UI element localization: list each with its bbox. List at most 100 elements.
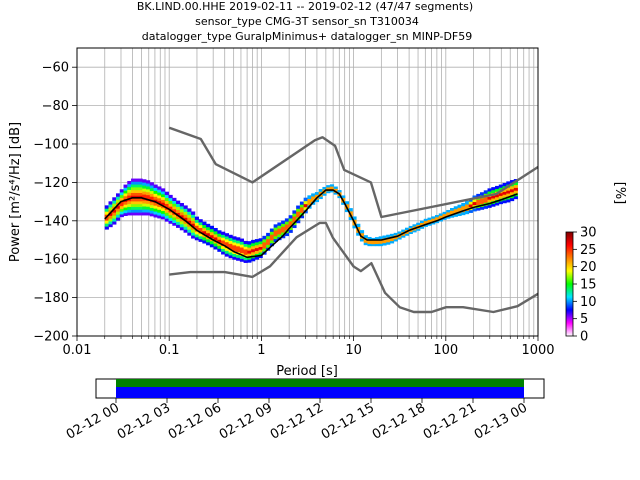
psd-density-cell xyxy=(363,239,368,243)
psd-density-cell xyxy=(164,209,169,213)
y-axis-ticks: −60 −80 −100 −120 −140 −160 −180 −200 xyxy=(33,61,77,345)
psd-density-cell xyxy=(134,181,139,185)
psd-density-cell xyxy=(495,196,500,201)
psd-density-cell xyxy=(138,192,143,196)
psd-density-cell xyxy=(273,230,278,234)
psd-density-cell xyxy=(187,232,192,236)
psd-density-cell xyxy=(191,229,196,233)
psd-density-cell xyxy=(513,184,518,188)
psd-density-cell xyxy=(213,243,218,247)
psd-density-cell xyxy=(412,228,417,231)
psd-density-cell xyxy=(367,243,372,247)
psd-density-cell xyxy=(138,189,143,193)
psd-density-cell xyxy=(510,197,515,202)
psd-density-cell xyxy=(179,214,184,219)
psd-density-cell xyxy=(149,193,154,197)
psd-density-cell xyxy=(179,211,184,216)
psd-density-cell xyxy=(213,246,218,250)
psd-density-cell xyxy=(273,224,278,228)
psd-density-cell xyxy=(119,197,124,201)
psd-density-cell xyxy=(239,241,245,245)
psd-density-cell xyxy=(157,200,162,205)
psd-density-cell xyxy=(134,212,139,216)
psd-density-cell xyxy=(416,228,421,231)
psd-density-cell xyxy=(183,226,188,230)
psd-density-cell xyxy=(296,205,301,209)
colorbar-tick-label: 10 xyxy=(580,295,597,310)
psd-density-cell xyxy=(104,217,109,221)
psd-density-cell xyxy=(164,218,169,222)
psd-density-cell xyxy=(461,202,466,207)
psd-density-cell xyxy=(495,194,500,198)
psd-density-cell xyxy=(371,241,376,245)
psd-density-cell xyxy=(247,250,252,254)
psd-density-cell xyxy=(419,222,425,225)
colorbar: 0 5 10 15 20 25 30 [%] xyxy=(565,182,627,345)
psd-density-cell xyxy=(348,208,353,212)
psd-density-cell xyxy=(131,189,136,193)
psd-density-cell xyxy=(179,220,184,225)
psd-density-cell xyxy=(243,240,248,245)
psd-density-cell xyxy=(209,240,214,245)
psd-density-cell xyxy=(164,197,169,201)
psd-density-cell xyxy=(498,201,503,205)
psd-density-cell xyxy=(213,237,218,241)
x-tick-label: 0.1 xyxy=(159,343,180,358)
y-axis-label: Power [m²/s⁴/Hz] [dB] xyxy=(8,122,23,262)
psd-density-cell xyxy=(303,206,308,211)
psd-density-cell xyxy=(194,219,199,223)
psd-density-cell xyxy=(228,249,233,253)
psd-density-cell xyxy=(423,218,428,222)
psd-density-cell xyxy=(123,207,128,211)
psd-density-cell xyxy=(123,193,128,197)
psd-density-cell xyxy=(194,222,199,226)
psd-density-cell xyxy=(146,186,151,190)
psd-density-cell xyxy=(161,193,166,198)
psd-density-cell xyxy=(288,223,293,228)
psd-density-cell xyxy=(149,207,154,211)
psd-density-cell xyxy=(116,211,121,215)
psd-density-cell xyxy=(434,215,440,218)
psd-density-cell xyxy=(359,230,365,234)
psd-density-cell xyxy=(434,220,440,224)
psd-density-cell xyxy=(262,241,267,246)
psd-density-cell xyxy=(228,234,233,239)
psd-density-cell xyxy=(183,211,188,215)
psd-density-cell xyxy=(322,191,327,194)
psd-density-cell xyxy=(254,241,260,246)
colorbar-tick-label: 15 xyxy=(580,278,597,293)
psd-density-cell xyxy=(284,224,290,228)
psd-density-cell xyxy=(303,200,308,205)
psd-density-cell xyxy=(108,223,113,228)
psd-density-cell xyxy=(138,201,143,205)
psd-density-cell xyxy=(206,226,211,231)
psd-density-cell xyxy=(108,209,113,214)
psd-density-cell xyxy=(322,193,327,196)
y-tick-label: −160 xyxy=(33,253,69,268)
chart-title-line-3: datalogger_type GuralpMinimus+ datalogge… xyxy=(142,30,473,43)
psd-density-cell xyxy=(146,191,151,196)
psd-density-cell xyxy=(277,233,282,238)
timeline-tick-label: 02-12 03 xyxy=(115,400,173,442)
psd-density-cell xyxy=(123,201,128,205)
psd-density-cell xyxy=(461,211,466,216)
psd-density-cell xyxy=(164,203,169,207)
colorbar-label: [%] xyxy=(612,182,627,205)
psd-density-cell xyxy=(228,240,233,244)
psd-density-cell xyxy=(239,244,245,248)
psd-density-cell xyxy=(194,216,199,220)
psd-density-cell xyxy=(187,214,192,218)
psd-density-cell xyxy=(254,239,260,243)
psd-density-cell xyxy=(172,208,177,212)
psd-density-cell xyxy=(258,241,263,245)
psd-density-cell xyxy=(273,227,278,231)
psd-density-cell xyxy=(438,213,443,216)
timeline-tick-label: 02-12 06 xyxy=(166,400,224,442)
psd-density-cell xyxy=(513,190,518,194)
psd-density-cell xyxy=(108,218,113,222)
psd-density-cell xyxy=(495,202,500,206)
psd-density-cell xyxy=(221,237,226,241)
psd-density-cell xyxy=(153,205,158,209)
psd-density-cell xyxy=(172,200,177,204)
